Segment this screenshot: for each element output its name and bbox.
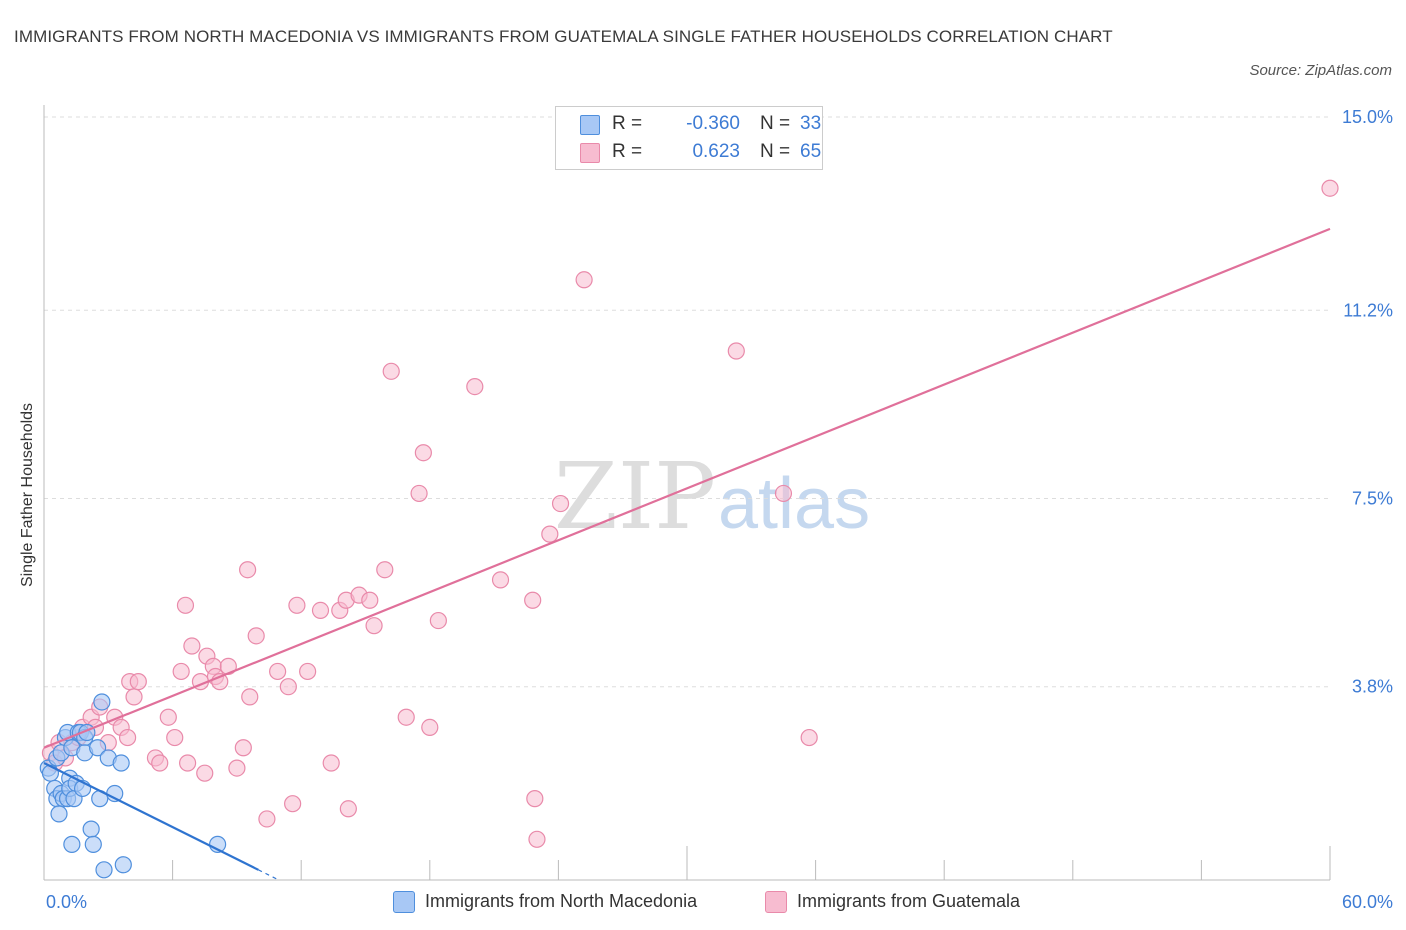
legend-label-macedonia: Immigrants from North Macedonia [425, 891, 698, 911]
source-label: Source: ZipAtlas.com [1249, 62, 1392, 79]
macedonia-point [84, 835, 102, 853]
guatemala-trend-line [43, 227, 1331, 749]
guatemala-point [1321, 179, 1339, 197]
guatemala-point [241, 688, 259, 706]
macedonia-point [88, 739, 107, 757]
legend-r-key: R = [612, 141, 643, 162]
macedonia-point [41, 764, 60, 782]
guatemala-point [339, 800, 357, 818]
macedonia-trend-line [43, 762, 259, 871]
watermark-atlas: atlas [718, 464, 870, 544]
guatemala-point [196, 764, 214, 782]
correlation-legend: R = -0.360 N = 33 R = 0.623 N = 65 [555, 106, 823, 170]
legend-n-key: N = [760, 141, 791, 162]
macedonia-point [95, 861, 113, 879]
guatemala-point [727, 342, 745, 360]
legend-swatch-macedonia [580, 115, 600, 135]
guatemala-point [239, 561, 257, 579]
guatemala-point [774, 484, 793, 503]
guatemala-point [382, 362, 400, 380]
guatemala-point [414, 444, 432, 462]
trend-lines [43, 227, 1331, 882]
guatemala-point [176, 596, 195, 614]
guatemala-point [129, 673, 147, 691]
guatemala-point [228, 759, 246, 777]
legend-swatch-guatemala [580, 143, 600, 163]
guatemala-point [299, 662, 317, 681]
y-tick-label: 7.5% [1352, 489, 1393, 509]
chart-title: IMMIGRANTS FROM NORTH MACEDONIA VS IMMIG… [14, 27, 1113, 46]
grid-layer [44, 116, 1330, 688]
guatemala-point [528, 830, 546, 848]
guatemala-point [172, 662, 190, 681]
guatemala-point [288, 596, 306, 614]
guatemala-point [247, 627, 265, 645]
macedonia-point [93, 693, 111, 711]
guatemala-point [269, 662, 287, 681]
y-tick-label: 3.8% [1352, 677, 1393, 697]
guatemala-point [361, 591, 379, 609]
macedonia-point [114, 856, 132, 874]
guatemala-point [258, 810, 276, 828]
guatemala-point [541, 525, 559, 543]
tick-labels: 3.8% 7.5% 11.2% 15.0% 0.0% 60.0% [46, 107, 1393, 912]
legend-r-value: 0.623 [692, 141, 740, 162]
guatemala-point [159, 708, 177, 726]
legend-swatch-macedonia [393, 891, 415, 913]
y-tick-label: 15.0% [1342, 107, 1393, 127]
macedonia-point [63, 835, 81, 853]
legend-r-key: R = [612, 113, 643, 134]
guatemala-point [311, 601, 330, 620]
guatemala-point [575, 271, 593, 289]
guatemala-point [118, 728, 137, 747]
guatemala-point [234, 739, 252, 757]
guatemala-point [284, 795, 302, 813]
guatemala-point [397, 708, 415, 726]
macedonia-trend-extension [258, 869, 281, 882]
macedonia-point [50, 805, 68, 823]
guatemala-point [524, 591, 542, 609]
guatemala-point [183, 637, 201, 655]
legend-n-key: N = [760, 113, 791, 134]
guatemala-point [421, 718, 439, 737]
guatemala-point [491, 571, 510, 589]
y-tick-label: 11.2% [1343, 300, 1393, 320]
guatemala-point [410, 484, 428, 503]
guatemala-point [322, 754, 340, 772]
legend-r-value: -0.360 [686, 113, 740, 134]
guatemala-point [466, 377, 484, 396]
legend-n-value: 33 [800, 113, 822, 134]
guatemala-point [151, 754, 169, 772]
guatemala-point [551, 494, 570, 513]
macedonia-point [112, 754, 130, 772]
legend-label-guatemala: Immigrants from Guatemala [797, 891, 1021, 911]
guatemala-point [166, 728, 184, 747]
guatemala-point [800, 728, 818, 747]
guatemala-point [179, 754, 197, 772]
guatemala-point [526, 790, 544, 808]
macedonia-points [39, 693, 227, 879]
guatemala-point [429, 611, 447, 630]
legend-swatch-guatemala [765, 891, 787, 913]
guatemala-point [125, 688, 143, 706]
watermark-zip: ZIP [554, 443, 716, 550]
guatemala-point [279, 678, 297, 696]
guatemala-point [376, 561, 394, 579]
x-tick-label: 0.0% [46, 892, 87, 912]
macedonia-point [82, 820, 100, 838]
guatemala-point [365, 617, 383, 635]
x-tick-label: 60.0% [1342, 892, 1393, 912]
legend-n-value: 65 [800, 141, 822, 162]
